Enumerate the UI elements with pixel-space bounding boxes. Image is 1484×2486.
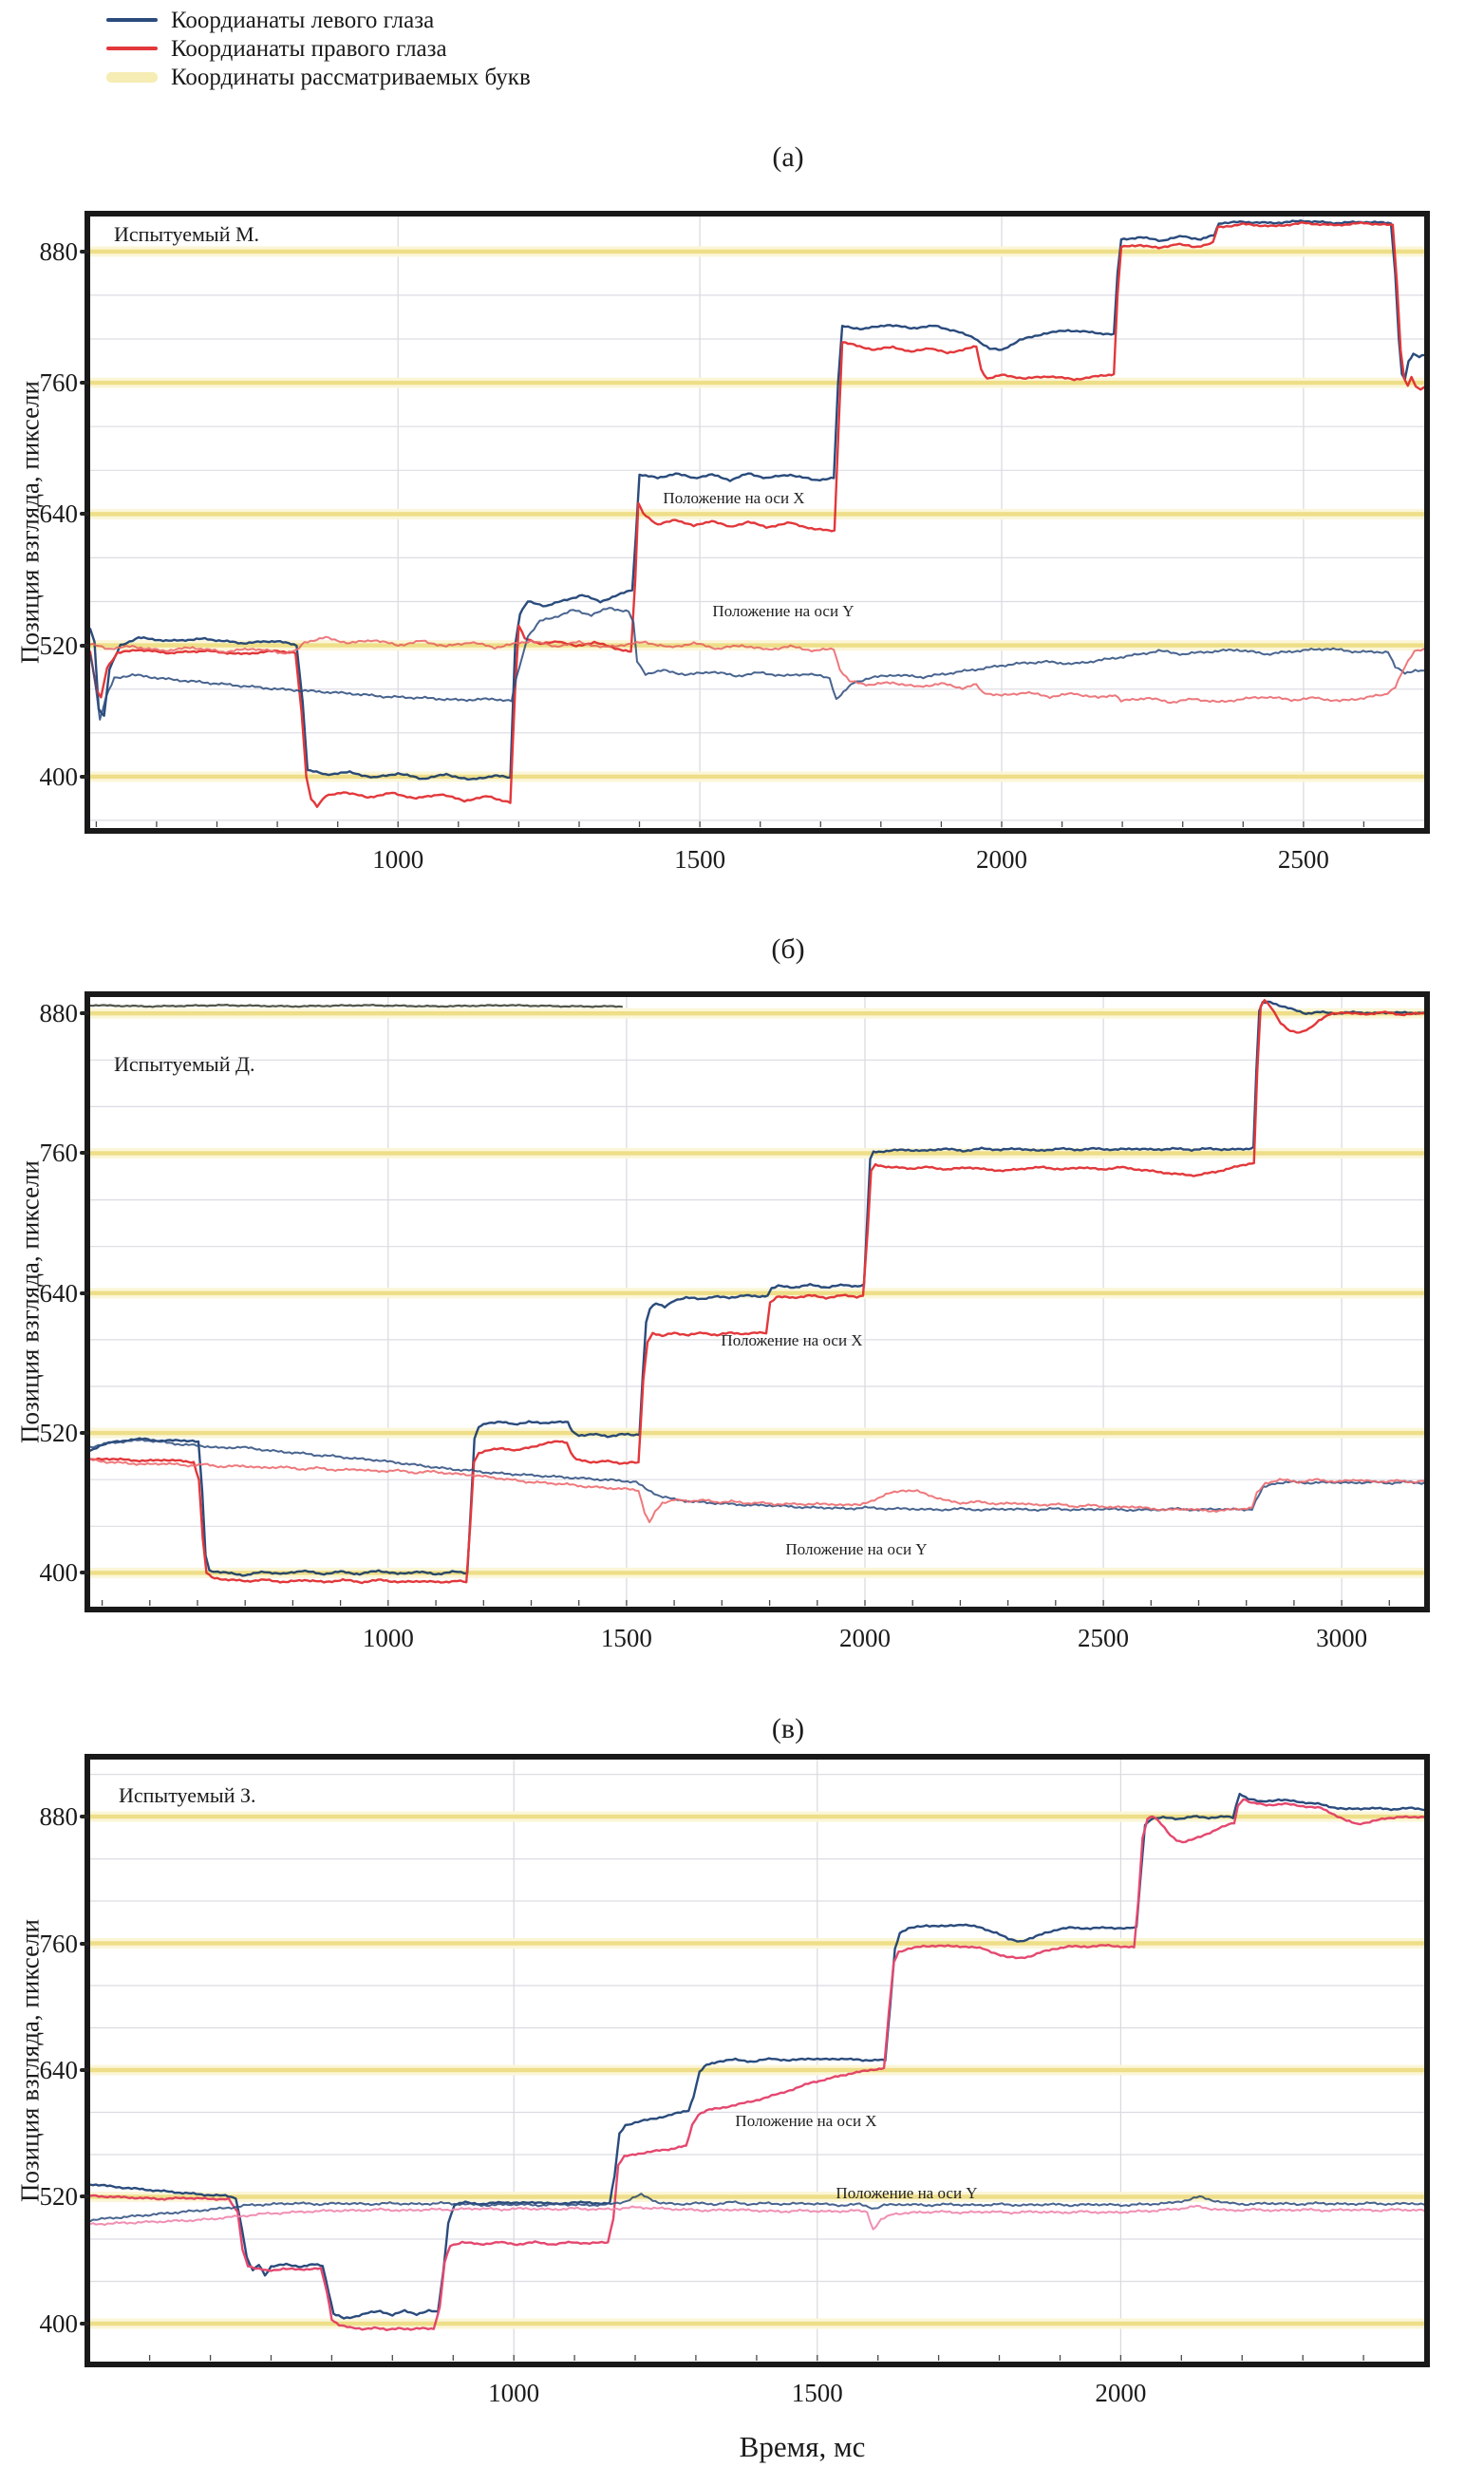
- left-eye-y-trace: [90, 1438, 1424, 1513]
- y-tick-mark: [80, 2194, 89, 2199]
- y-tick-label: 880: [39, 1802, 79, 1832]
- legend-label: Коордианаты правого глаза: [171, 35, 447, 62]
- right-eye-x-trace: [90, 1798, 1424, 2331]
- left-eye-x-trace: [90, 219, 1424, 781]
- chart-b-annotation-y: Положение на оси Y: [785, 1540, 928, 1558]
- chart-b-annotation-x: Положение на оси X: [721, 1331, 863, 1349]
- y-tick-label: 520: [39, 2182, 79, 2212]
- x-tick-label: 3000: [1316, 1624, 1368, 1652]
- letter-band-overlay: [90, 1011, 1424, 1575]
- y-tick-mark: [80, 1815, 89, 1819]
- legend-item-right-eye: Коордианаты правого глаза: [106, 34, 531, 63]
- y-tick-mark: [80, 1151, 89, 1156]
- y-tick-label: 400: [39, 2308, 79, 2338]
- y-tick-mark: [80, 381, 89, 386]
- x-axis-title: Время, мс: [739, 2430, 866, 2463]
- x-tick-label: 2500: [1277, 845, 1329, 874]
- y-tick-mark: [80, 1571, 89, 1575]
- chart-a-annotation-y: Положение на оси Y: [712, 602, 855, 620]
- y-tick-label: 880: [39, 999, 79, 1028]
- legend-item-left-eye: Коордианаты левого глаза: [106, 6, 531, 34]
- y-tick-mark: [80, 643, 89, 648]
- y-tick-label: 880: [39, 236, 79, 266]
- chart-b-plot: Испытуемый Д. Положение на оси X Положен…: [85, 991, 1430, 1612]
- right-eye-x-trace: [90, 221, 1424, 808]
- y-tick-label: 520: [39, 631, 79, 660]
- artifact-trace-880-trace: [90, 1004, 623, 1008]
- legend-label: Координаты рассматриваемых букв: [171, 64, 531, 90]
- letter-band-overlay: [90, 249, 1424, 780]
- x-tick-label: 2000: [838, 1624, 891, 1652]
- y-tick-mark: [80, 2321, 89, 2326]
- chart-v-subject-label: Испытуемый З.: [119, 1783, 256, 1807]
- letter-band-overlay: [90, 1814, 1424, 2326]
- right-eye-x-trace: [90, 999, 1424, 1585]
- chart-a-subject-label: Испытуемый М.: [114, 222, 260, 246]
- y-tick-mark: [80, 512, 89, 517]
- y-tick-label: 760: [39, 368, 79, 398]
- y-tick-label: 520: [39, 1419, 79, 1448]
- y-tick-mark: [80, 1941, 89, 1946]
- y-tick-mark: [80, 1011, 89, 1016]
- chart-v-plot: Испытуемый З. Положение на оси X Положен…: [85, 1754, 1430, 2367]
- y-tick-label: 400: [39, 762, 79, 791]
- x-tick-label: 1000: [488, 2379, 540, 2407]
- chart-a-title: (а): [772, 141, 804, 173]
- chart-a-annotation-x: Положение на оси X: [663, 489, 805, 507]
- chart-b-title: (б): [771, 933, 805, 965]
- left-eye-y-trace: [90, 607, 1424, 721]
- letters-band-swatch: [106, 71, 158, 83]
- x-tick-label: 2000: [975, 845, 1027, 874]
- y-tick-mark: [80, 2068, 89, 2072]
- y-tick-mark: [80, 1290, 89, 1295]
- y-tick-label: 640: [39, 499, 79, 529]
- left-eye-x-trace: [90, 1792, 1424, 2320]
- y-tick-mark: [80, 249, 89, 254]
- legend: Коордианаты левого глаза Коордианаты пра…: [106, 6, 531, 91]
- y-tick-label: 760: [39, 1929, 79, 1958]
- chart-v-annotation-x: Положение на оси X: [735, 2112, 877, 2130]
- right-eye-line-swatch: [106, 47, 158, 50]
- y-tick-mark: [80, 1431, 89, 1436]
- legend-item-letters: Координаты рассматриваемых букв: [106, 63, 531, 91]
- x-tick-label: 2000: [1095, 2379, 1147, 2407]
- y-tick-label: 640: [39, 2056, 79, 2084]
- y-tick-label: 400: [39, 1558, 79, 1588]
- x-tick-label: 1500: [791, 2379, 843, 2407]
- chart-v-title: (в): [771, 1713, 805, 1744]
- y-tick-label: 760: [39, 1139, 79, 1168]
- x-tick-label: 2500: [1078, 1624, 1130, 1652]
- x-tick-label: 1500: [600, 1624, 652, 1652]
- right-eye-y-trace: [90, 1458, 1424, 1523]
- right-eye-y-trace: [90, 2204, 1424, 2231]
- x-tick-label: 1500: [674, 845, 726, 874]
- x-tick-label: 1000: [372, 845, 424, 874]
- x-tick-label: 1000: [362, 1624, 414, 1652]
- chart-a-plot: Испытуемый М. Положение на оси X Положен…: [85, 211, 1430, 834]
- left-eye-line-swatch: [106, 18, 158, 22]
- chart-v-annotation-y: Положение на оси Y: [836, 2184, 978, 2202]
- y-tick-mark: [80, 774, 89, 779]
- legend-label: Коордианаты левого глаза: [171, 7, 435, 33]
- y-tick-label: 640: [39, 1278, 79, 1308]
- chart-b-subject-label: Испытуемый Д.: [114, 1052, 255, 1076]
